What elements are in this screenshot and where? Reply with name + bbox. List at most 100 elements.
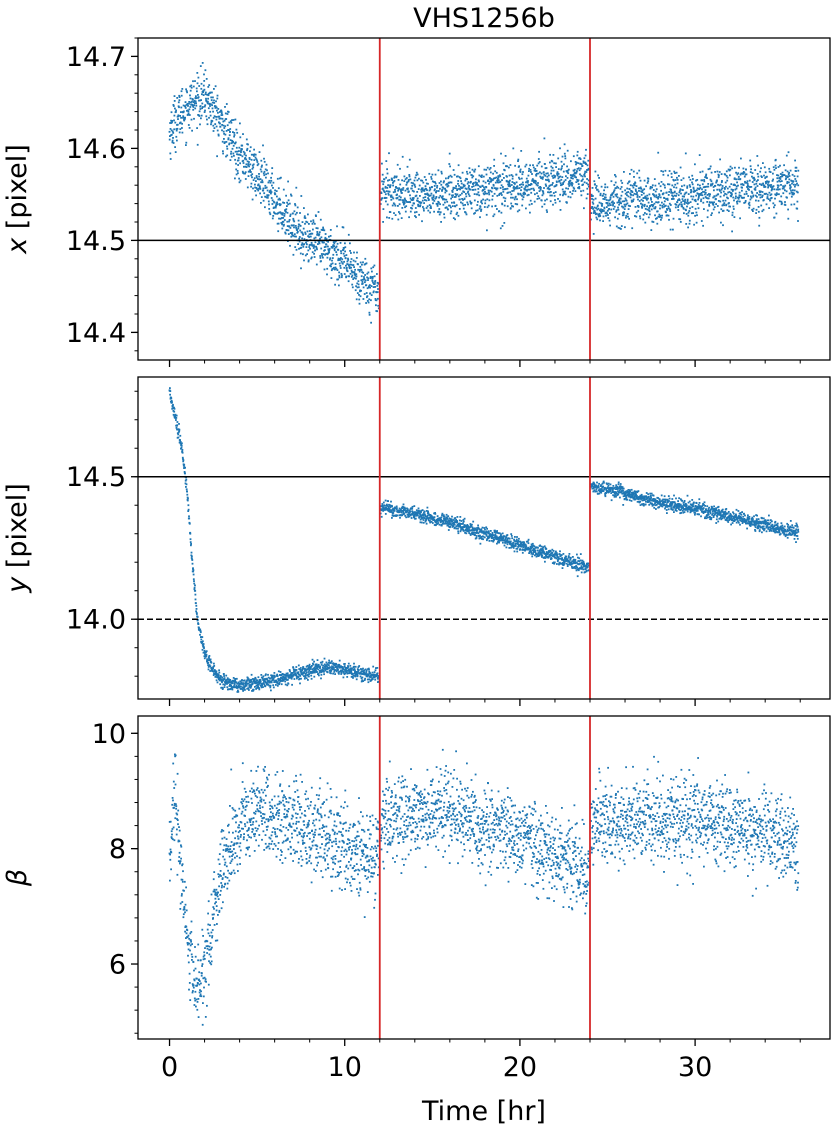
data-point <box>399 516 401 519</box>
data-point <box>303 243 306 245</box>
data-point <box>728 205 731 208</box>
data-point <box>190 101 192 104</box>
data-point <box>472 185 475 188</box>
data-point <box>744 200 747 202</box>
data-point <box>179 128 182 130</box>
data-point <box>419 513 421 516</box>
data-point <box>354 665 357 668</box>
data-point <box>535 170 538 172</box>
data-point <box>307 667 309 670</box>
data-point <box>256 683 259 686</box>
data-point <box>436 186 438 189</box>
data-point <box>786 182 789 185</box>
data-point <box>564 157 567 160</box>
data-point <box>766 175 768 178</box>
data-point <box>750 186 753 188</box>
data-point <box>402 201 404 203</box>
data-point <box>756 192 758 194</box>
data-point <box>539 187 542 190</box>
data-point <box>328 659 330 662</box>
data-point <box>235 162 237 165</box>
data-point <box>258 175 260 178</box>
data-point <box>545 185 547 187</box>
data-point <box>640 190 642 193</box>
data-point <box>277 187 280 190</box>
data-point <box>349 250 351 252</box>
data-point <box>473 527 475 530</box>
data-point <box>390 509 393 511</box>
data-point <box>648 207 651 209</box>
data-point <box>447 177 450 180</box>
data-point <box>313 244 315 247</box>
data-point <box>363 278 366 281</box>
data-point <box>393 203 396 206</box>
data-point <box>621 200 624 203</box>
data-point <box>173 100 176 102</box>
data-point <box>394 214 397 216</box>
data-point <box>508 181 510 184</box>
data-point <box>423 190 426 192</box>
data-point <box>598 215 600 218</box>
data-point <box>184 472 186 475</box>
data-point <box>251 164 254 167</box>
data-point <box>239 136 242 139</box>
data-point <box>398 511 400 514</box>
data-point <box>541 176 543 179</box>
data-point <box>652 204 655 207</box>
data-point <box>623 171 625 173</box>
data-point <box>174 121 177 124</box>
data-point <box>357 280 360 283</box>
data-point <box>295 226 297 229</box>
data-point <box>643 179 646 182</box>
data-point <box>595 207 598 209</box>
data-point <box>455 520 457 523</box>
data-point <box>457 164 460 167</box>
data-point <box>469 529 472 532</box>
data-point <box>514 203 517 205</box>
data-point <box>615 225 618 228</box>
data-point <box>451 189 454 192</box>
data-point <box>767 181 770 184</box>
data-point <box>375 299 378 302</box>
data-point <box>668 170 671 172</box>
data-point <box>368 676 371 678</box>
data-point <box>288 677 290 679</box>
data-point <box>581 175 584 178</box>
data-point <box>180 90 183 93</box>
data-point <box>389 506 392 509</box>
data-point <box>402 506 404 508</box>
data-point <box>497 178 499 180</box>
data-point <box>370 285 373 287</box>
data-point <box>264 685 267 688</box>
data-point <box>293 210 296 213</box>
data-point <box>303 207 305 209</box>
data-point <box>739 173 742 176</box>
data-point <box>481 185 484 187</box>
data-point <box>192 98 194 101</box>
data-point <box>777 166 780 168</box>
data-point <box>552 169 555 172</box>
data-point <box>414 517 417 520</box>
data-point <box>734 166 736 169</box>
data-point <box>497 176 500 179</box>
data-point <box>645 197 648 199</box>
data-point <box>721 187 724 190</box>
data-point <box>635 215 638 218</box>
data-point <box>652 189 655 191</box>
data-point <box>627 208 630 210</box>
data-point <box>596 218 599 221</box>
data-point <box>656 217 658 220</box>
data-point <box>514 164 516 167</box>
data-point <box>535 173 537 176</box>
data-point <box>546 198 548 201</box>
data-point <box>494 529 496 532</box>
data-point <box>506 175 508 178</box>
data-point <box>372 266 375 269</box>
data-point <box>366 287 369 290</box>
data-point <box>350 266 352 269</box>
data-point <box>500 192 503 194</box>
data-point <box>736 200 739 203</box>
data-point <box>216 155 218 158</box>
data-point <box>209 91 212 94</box>
data-point <box>673 170 676 173</box>
